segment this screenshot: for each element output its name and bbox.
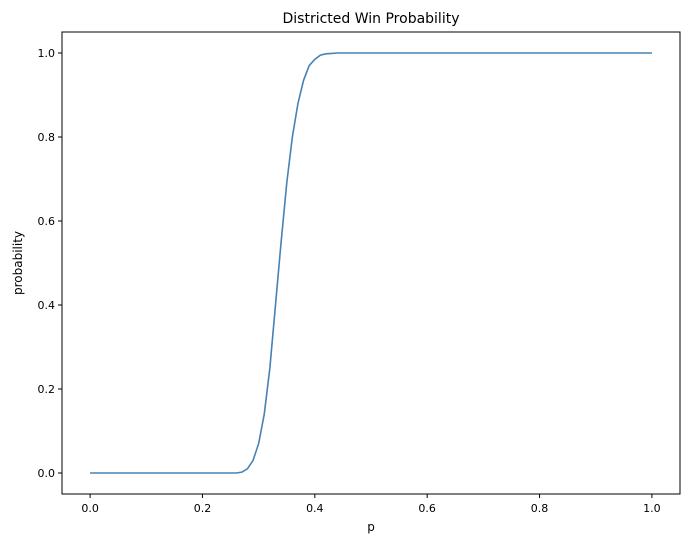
x-tick-label: 0.8 bbox=[531, 502, 549, 515]
x-axis-label: p bbox=[367, 520, 375, 534]
y-tick-label: 1.0 bbox=[38, 47, 56, 60]
y-tick-label: 0.2 bbox=[38, 383, 56, 396]
x-tick-label: 0.6 bbox=[418, 502, 436, 515]
plot-frame bbox=[61, 31, 681, 495]
chart-title: Districted Win Probability bbox=[283, 11, 460, 27]
y-tick-label: 0.6 bbox=[38, 215, 56, 228]
y-tick-label: 0.4 bbox=[38, 299, 56, 312]
series-line bbox=[90, 52, 652, 474]
x-tick-label: 0.0 bbox=[81, 502, 99, 515]
plot-area: 0.0 0.2 0.4 0.6 0.8 1.0 0.0 0.2 0.4 0.6 0.8 1.0 bbox=[38, 31, 681, 515]
y-tick-label: 0.0 bbox=[38, 467, 56, 480]
x-tick-label: 1.0 bbox=[643, 502, 661, 515]
y-axis-label: probability bbox=[11, 231, 25, 295]
x-tick-label: 0.2 bbox=[194, 502, 212, 515]
x-tick-label: 0.4 bbox=[306, 502, 324, 515]
y-axis-ticks: 0.0 0.2 0.4 0.6 0.8 1.0 bbox=[38, 47, 62, 480]
y-tick-label: 0.8 bbox=[38, 131, 56, 144]
x-axis-ticks: 0.0 0.2 0.4 0.6 0.8 1.0 bbox=[81, 494, 661, 515]
